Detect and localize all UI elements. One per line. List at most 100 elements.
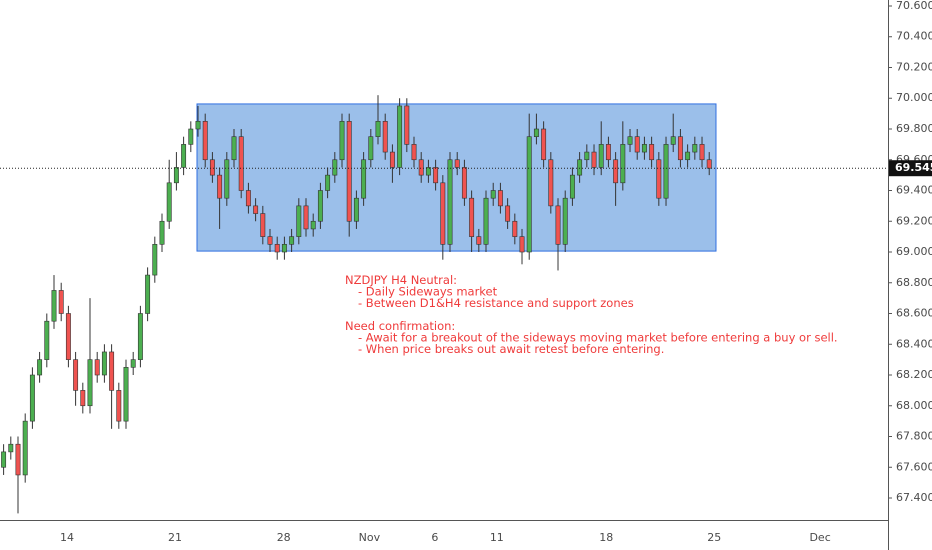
candle-body: [303, 205, 309, 230]
candle-body: [346, 121, 352, 222]
candle-body: [425, 167, 431, 176]
candle-body: [267, 236, 273, 245]
candle-body: [397, 105, 403, 168]
candle-body: [368, 136, 374, 161]
candle-body: [166, 182, 172, 222]
candle-body: [490, 190, 496, 199]
candle-body: [699, 144, 705, 161]
candle-body: [533, 128, 539, 137]
x-tick-label: 11: [490, 531, 504, 544]
last-price-tag: [889, 160, 932, 177]
candle-body: [469, 197, 475, 237]
candle-body: [706, 159, 712, 169]
candle-body: [137, 313, 143, 360]
range-zone: [196, 103, 717, 252]
note-heading: Need confirmation:: [345, 319, 455, 333]
candle-body: [663, 144, 669, 199]
candle-body: [65, 313, 71, 360]
candle-body: [101, 351, 107, 376]
candle-body: [440, 182, 446, 245]
x-tick-label: 25: [707, 531, 721, 544]
note-item: - Await for a breakout of the sideways m…: [358, 331, 838, 345]
candle-body: [584, 151, 590, 161]
note-heading: NZDJPY H4 Neutral:: [345, 273, 457, 287]
y-tick-label: 70.400: [896, 30, 932, 43]
y-tick-label: 68.600: [896, 307, 932, 320]
candle-body: [1, 451, 7, 468]
x-tick-label: 14: [60, 531, 74, 544]
candle-body: [332, 159, 338, 176]
y-tick-label: 69.400: [896, 184, 932, 197]
candle-body: [116, 390, 122, 422]
y-tick-label: 70.600: [896, 0, 932, 12]
y-tick-label: 70.000: [896, 91, 932, 104]
x-tick-label: Dec: [809, 531, 830, 544]
candle-body: [123, 367, 129, 422]
candle-body: [483, 197, 489, 245]
candle-body: [37, 359, 43, 376]
candle-body: [476, 236, 482, 245]
candle-body: [87, 359, 93, 407]
candle-body: [8, 443, 14, 453]
y-tick-label: 68.800: [896, 276, 932, 289]
candle-body: [145, 274, 151, 314]
candle-body: [195, 121, 201, 130]
candle-body: [51, 290, 57, 322]
candle-body: [339, 121, 345, 161]
candle-body: [188, 128, 194, 145]
candle-body: [382, 121, 388, 153]
candle-body: [591, 151, 597, 168]
y-tick-label: 67.800: [896, 430, 932, 443]
candle-body: [29, 374, 35, 422]
candle-body: [296, 205, 302, 237]
candle-body: [562, 197, 568, 245]
candle-body: [217, 174, 223, 199]
candle-body: [152, 244, 158, 276]
candle-body: [224, 159, 230, 199]
x-tick-label: 21: [168, 531, 182, 544]
candle-body: [173, 167, 179, 184]
candle-body: [181, 144, 187, 168]
candle-body: [548, 159, 554, 207]
candle-body: [519, 236, 525, 253]
candle-body: [202, 121, 208, 161]
candle-body: [505, 205, 511, 222]
candle-body: [317, 190, 323, 222]
candle-body: [22, 420, 28, 476]
candle-body: [656, 159, 662, 199]
candle-body: [109, 351, 115, 391]
y-tick-label: 69.800: [896, 122, 932, 135]
candle-body: [274, 244, 280, 253]
candle-body: [685, 151, 691, 161]
note-item: - Between D1&H4 resistance and support z…: [358, 296, 634, 310]
candle-body: [159, 220, 165, 245]
candle-body: [634, 136, 640, 153]
candle-body: [433, 167, 439, 184]
y-tick-label: 68.400: [896, 337, 932, 350]
candle-body: [94, 359, 100, 376]
last-price-label: 69.545: [895, 161, 932, 174]
candle-body: [325, 174, 331, 191]
candle-body: [555, 205, 561, 245]
candle-body: [670, 136, 676, 145]
candle-body: [375, 121, 381, 137]
candle-body: [44, 320, 50, 360]
candle-body: [598, 144, 604, 168]
candle-body: [404, 105, 410, 145]
candle-body: [569, 174, 575, 199]
y-tick-label: 68.000: [896, 399, 932, 412]
candle-body: [260, 213, 266, 237]
y-tick-label: 67.600: [896, 460, 932, 473]
candle-body: [253, 205, 259, 214]
candle-body: [512, 220, 518, 237]
candle-body: [649, 144, 655, 161]
candle-body: [454, 159, 460, 168]
plot-area: [0, 95, 888, 514]
candle-body: [677, 136, 683, 161]
candle-body: [627, 136, 633, 145]
candle-body: [209, 159, 215, 176]
y-tick-label: 69.200: [896, 214, 932, 227]
candle-body: [361, 159, 367, 199]
